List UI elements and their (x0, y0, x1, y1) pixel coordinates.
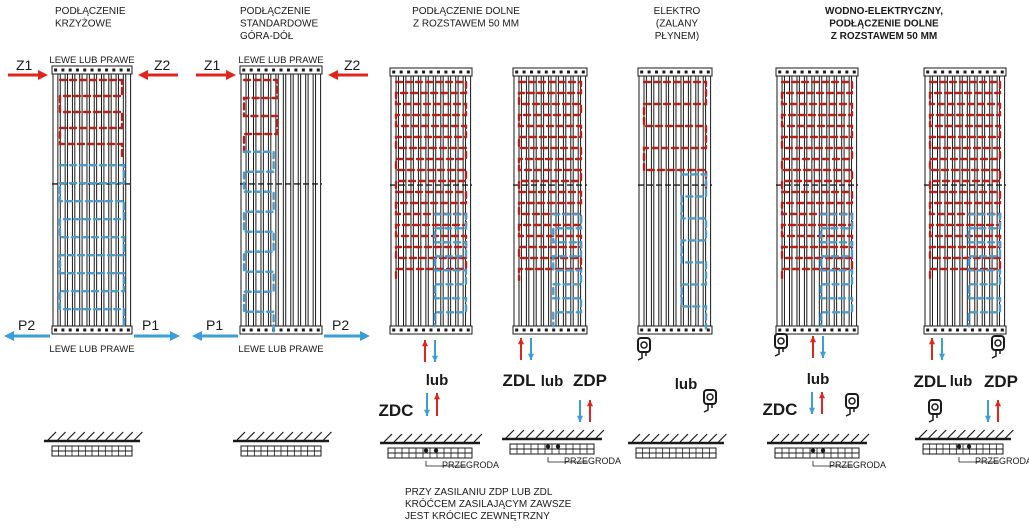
title-electro-line-1: (ZALANY (656, 19, 699, 30)
partition-label: PRZEGRODA (829, 460, 886, 470)
supply-arrow-bottom50b (517, 338, 525, 360)
heater-icon-hybrid2-alt (928, 399, 942, 423)
supply-left-cross: Z1 (16, 57, 33, 73)
code-zdl: ZDL (502, 371, 535, 390)
supply-left-arrow-cross (8, 70, 48, 80)
footnote-line-0: PRZY ZASILANIU ZDP LUB ZDL (405, 487, 553, 498)
return-arrow-hybrid-zdc (808, 392, 816, 414)
return-arrow-bottom50 (431, 340, 439, 362)
return-arrow-hybrid2-zdp (984, 400, 992, 422)
heater-icon-hybrid2 (991, 335, 1005, 359)
lub-electro: lub (675, 376, 698, 393)
return-arrow-zdc (423, 393, 431, 416)
lub-hybrid2: lub (950, 373, 973, 390)
return-arrow-hybrid2 (938, 338, 946, 360)
radiator-bottom50b (512, 67, 588, 335)
supply-arrow-hybrid (809, 336, 817, 358)
title-bottom50-line-0: PODŁĄCZENIE DOLNE (412, 6, 520, 17)
radiator-hybrid2 (923, 67, 1007, 335)
supply-left-arrow-standard (196, 70, 236, 80)
footnote-line-2: JEST KRÓCIEC ZEWNĘTRZNY (405, 509, 550, 522)
title-hybrid-line-1: PODŁĄCZENIE DOLNE (829, 19, 939, 30)
supply-right-standard: Z2 (344, 57, 361, 73)
heater-icon-hybrid (774, 333, 788, 357)
return-right-arrow-standard (324, 331, 370, 341)
title-cross-line-0: PODŁĄCZENIE (55, 6, 126, 17)
title-standard-line-1: STANDARDOWE (240, 19, 318, 30)
plan-bottom50: PRZEGRODA (380, 433, 499, 470)
heater-icon-hybrid-alt (845, 393, 859, 417)
title-bottom50-line-1: Z ROZSTAWEM 50 MM (413, 19, 519, 30)
radiator-cross (51, 65, 133, 335)
partition-label: PRZEGRODA (564, 456, 621, 466)
return-arrow-bottom50b (527, 338, 535, 360)
return-arrow-zdp (576, 400, 584, 422)
radiator-hybrid (775, 67, 859, 335)
return-left-cross: P2 (18, 317, 35, 333)
radiator-electro (637, 67, 713, 335)
return-right-standard: P2 (332, 317, 349, 333)
plan-cross (44, 431, 143, 457)
return-right-arrow-cross (134, 331, 180, 341)
title-hybrid-line-2: Z ROZSTAWEM 50 MM (831, 31, 937, 42)
supply-arrow-hybrid-zdc (818, 392, 826, 414)
return-left-arrow-cross (4, 331, 50, 341)
supply-arrow-bottom50 (421, 340, 429, 362)
supply-left-standard: Z1 (204, 57, 221, 73)
radiator-standard (239, 65, 323, 335)
title-electro-line-2: PŁYNEM) (655, 31, 699, 42)
supply-arrow-zdc (433, 393, 441, 416)
return-left-standard: P1 (206, 317, 223, 333)
return-right-cross: P1 (142, 317, 159, 333)
code-zdc-hybrid: ZDC (763, 400, 798, 419)
partition-label: PRZEGRODA (442, 460, 499, 470)
title-standard-line-0: PODŁĄCZENIE (240, 6, 311, 17)
title-hybrid-line-0: WODNO-ELEKTRYCZNY, (825, 6, 943, 17)
footnote-line-1: KRÓĆCEM ZASILAJĄCYM ZAWSZE (405, 497, 572, 510)
lub-bottom50b: lub (541, 373, 564, 390)
plan-electro (628, 433, 727, 459)
title-cross-line-1: KRZYŻOWE (55, 17, 112, 30)
supply-right-arrow-standard (328, 70, 368, 80)
supply-arrow-hybrid2-zdp (994, 400, 1002, 422)
lub-hybrid: lub (807, 371, 830, 388)
top-label-cross: LEWE LUB PRAWE (49, 55, 134, 66)
code-zdp: ZDP (573, 371, 607, 390)
plan-standard (233, 431, 332, 457)
partition-label: PRZEGRODA (975, 456, 1029, 466)
heater-icon-electro-alt (703, 389, 717, 413)
supply-arrow-hybrid2 (928, 338, 936, 360)
return-left-arrow-standard (192, 331, 238, 341)
heater-icon-electro (637, 337, 651, 361)
supply-right-arrow-cross (138, 70, 178, 80)
return-arrow-hybrid (819, 336, 827, 358)
bottom-label-cross: LEWE LUB PRAWE (49, 344, 134, 355)
code-zdl-hybrid: ZDL (913, 372, 946, 391)
title-electro-line-0: ELEKTRO (654, 6, 701, 17)
code-zdc: ZDC (379, 401, 414, 420)
supply-arrow-zdp (586, 400, 594, 422)
code-zdp-hybrid: ZDP (984, 372, 1018, 391)
plan-hybrid2: PRZEGRODA (915, 429, 1029, 466)
plan-bottom50b: PRZEGRODA (502, 429, 621, 466)
lub-bottom50: lub (426, 372, 449, 389)
top-label-standard: LEWE LUB PRAWE (238, 55, 323, 66)
title-standard-line-2: GÓRA-DÓŁ (240, 29, 294, 42)
supply-right-cross: Z2 (154, 57, 171, 73)
plan-hybrid: PRZEGRODA (767, 433, 886, 470)
radiator-bottom50 (389, 67, 473, 335)
bottom-label-standard: LEWE LUB PRAWE (238, 344, 323, 355)
